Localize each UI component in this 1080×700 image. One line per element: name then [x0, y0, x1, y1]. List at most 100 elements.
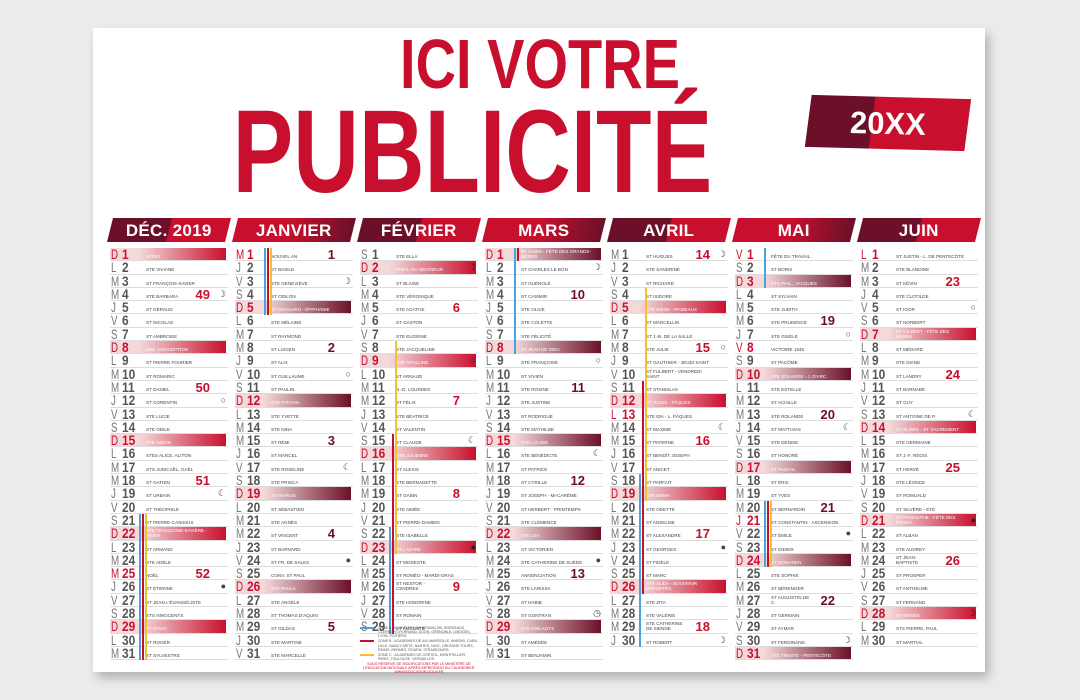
day-row: V 27 St Habib	[485, 593, 603, 608]
weekday-letter: S	[236, 378, 243, 395]
saint-name: St Parfait	[646, 480, 672, 486]
saint-name: Ste Olive	[521, 307, 545, 313]
day-number: 23	[872, 538, 886, 555]
saint-name: St Fr. de Sales	[271, 559, 310, 565]
weekday-letter: V	[736, 618, 743, 635]
day-number: 11	[872, 378, 885, 395]
saint-name: St Casimir	[521, 293, 548, 299]
saint-name: St Marcellin	[646, 320, 680, 326]
weekday-letter: S	[736, 631, 743, 648]
saint-name: St Rodrigue	[521, 413, 553, 419]
zone-a-swatch	[360, 627, 374, 629]
day-row: D 12 Ste Tatiana	[235, 392, 353, 409]
saint-name: St Guy	[896, 400, 914, 406]
day-number: 8	[872, 339, 879, 356]
day-row: D 8 Imm. Conception	[110, 340, 228, 355]
saint-name: Ste Justine	[521, 400, 551, 406]
sunday-highlight	[610, 394, 726, 407]
sunday-highlight	[735, 367, 851, 380]
day-row: M 26 St Bérenger	[735, 578, 853, 595]
day-row: D 22 Ste Léa	[485, 525, 603, 542]
day-row: D 7 St Gilbert - Fête des Mères	[860, 325, 978, 342]
weekday-letter: S	[486, 325, 493, 342]
day-row: D 19 St Marius	[235, 486, 353, 501]
day-number: 28	[372, 605, 386, 622]
weekday-letter: L	[486, 538, 492, 555]
day-row: J 6 St Gaston	[360, 313, 478, 328]
weekday-letter: M	[361, 565, 370, 582]
weekday-letter: M	[236, 525, 245, 542]
new-moon-icon: ●	[845, 528, 851, 539]
day-number: 17	[372, 458, 386, 475]
zone-c-swatch	[360, 653, 374, 656]
day-row: J 28 St Germain	[735, 606, 853, 621]
day-number: 8	[372, 339, 379, 356]
saint-name: St Corentin	[146, 400, 178, 406]
day-row: L 27 Ste Zita	[610, 593, 728, 608]
saint-name: Ste Germaine	[896, 440, 931, 446]
day-number: 26	[747, 578, 761, 595]
day-row: L 2 Ste Viviane	[110, 260, 228, 275]
day-number: 12	[247, 392, 261, 409]
first-quarter-moon-icon: ☽	[217, 288, 226, 299]
day-list: M 1 St Hugues 14 ☽ J 2 Ste Sandrine V 3 St Richard…	[610, 247, 728, 647]
saint-name: Ste Françoise-Xavière - Hiver	[146, 528, 207, 539]
legend-text: Zone C : Académies de Créteil, Montpelli…	[378, 652, 467, 662]
saint-name: St Charles le Bon	[521, 267, 568, 273]
day-row: J 23 St Georges ●	[610, 540, 728, 554]
day-number: 18	[497, 472, 511, 489]
saint-name: Sts Pierre, Paul	[896, 626, 938, 632]
day-row: L 17 St Alexis	[360, 458, 478, 475]
day-row: J 21 St Constantin - Ascension	[735, 513, 853, 528]
weekday-letter: L	[611, 405, 617, 422]
weekday-letter: J	[236, 259, 241, 276]
weekday-letter: L	[861, 339, 867, 356]
saint-name: St Alexis	[396, 466, 419, 472]
weekday-letter: V	[236, 458, 243, 475]
weekday-letter: S	[361, 525, 368, 542]
week-number: 25	[945, 459, 960, 475]
day-number: 8	[747, 339, 754, 356]
day-row: V 6 St Nicolas	[110, 313, 228, 328]
sunday-highlight	[110, 341, 226, 354]
day-row: V 17 St Anicet	[610, 460, 728, 475]
day-row: L 20 St Sébastien	[235, 500, 353, 514]
day-number: 15	[247, 432, 261, 449]
weekday-letter: J	[236, 352, 241, 369]
weekday-letter: V	[736, 339, 743, 356]
day-number: 17	[497, 458, 511, 475]
weekday-letter: D	[111, 525, 119, 542]
school-holiday-bar	[639, 474, 641, 647]
weekday-letter: D	[361, 259, 369, 276]
day-number: 23	[122, 538, 136, 555]
weekday-letter: J	[361, 498, 366, 515]
week-number: 21	[820, 499, 835, 515]
day-number: 10	[497, 365, 511, 382]
day-row: M 1 St Hugues 14 ☽	[610, 247, 728, 262]
day-row: V 3 Ste Geneviève ☽	[235, 274, 353, 288]
day-row: L 22 St Alban	[860, 526, 978, 541]
day-number: 22	[497, 525, 511, 542]
day-row: J 2 St Basile	[235, 259, 353, 276]
day-row: V 24 St Fidèle	[610, 553, 728, 568]
saint-name: St Isidore	[646, 293, 672, 299]
day-number: 26	[372, 578, 386, 595]
day-number: 2	[747, 259, 754, 276]
week-number: 16	[695, 433, 710, 449]
day-number: 14	[497, 418, 511, 435]
day-row: M 25 Annonciation 13	[485, 566, 603, 581]
saint-name: St Théophile	[146, 506, 180, 512]
day-row: V 8 Victoire 1945	[735, 339, 853, 356]
day-row: J 16 St Marcel	[235, 446, 353, 461]
weekday-letter: V	[611, 365, 618, 382]
day-number: 18	[622, 472, 636, 489]
week-number: 9	[452, 579, 460, 595]
weekday-letter: S	[486, 511, 493, 528]
day-row: V 27 St Jean l'Évangéliste	[110, 593, 228, 608]
day-number: 7	[872, 325, 879, 342]
weekday-letter: M	[111, 378, 120, 395]
day-number: 23	[372, 538, 386, 555]
weekday-letter: M	[111, 285, 120, 302]
day-number: 19	[747, 485, 761, 502]
day-number: 31	[747, 644, 761, 661]
